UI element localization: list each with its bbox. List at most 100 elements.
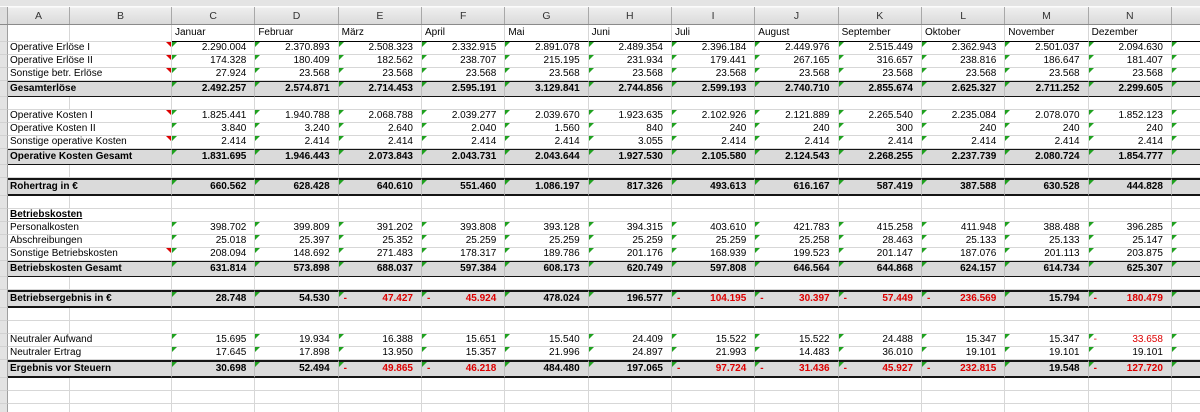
month-header-cell[interactable]: November [1005, 25, 1089, 42]
cell[interactable]: 25.259 [505, 235, 589, 248]
month-header-cell[interactable]: Mai [505, 25, 589, 42]
cell[interactable] [1005, 165, 1089, 178]
cell[interactable]: 393.128 [505, 222, 589, 235]
cell[interactable]: 387.588 [921, 178, 1006, 196]
cell[interactable] [755, 196, 839, 209]
row-header[interactable] [0, 290, 8, 308]
cell[interactable] [588, 321, 672, 334]
cell[interactable]: 30.698 [172, 360, 256, 378]
cell[interactable] [8, 165, 70, 178]
cell[interactable] [838, 165, 922, 178]
cell[interactable]: 2.265.540 [838, 110, 922, 123]
cell[interactable]: 660.562 [172, 178, 256, 196]
row-label-cell[interactable]: Abschreibungen [8, 235, 172, 248]
cell[interactable] [671, 209, 756, 222]
cell[interactable] [1171, 55, 1200, 68]
cell[interactable]: 25.259 [671, 235, 756, 248]
cell[interactable]: 15.347 [1005, 334, 1089, 347]
cell[interactable]: 628.428 [255, 178, 339, 196]
cell[interactable]: 421.783 [755, 222, 839, 235]
cell[interactable]: 2.370.893 [255, 42, 339, 55]
month-header-cell[interactable]: Oktober [921, 25, 1006, 42]
row-header[interactable] [0, 123, 8, 136]
cell[interactable]: 23.568 [421, 68, 506, 81]
cell[interactable]: 300 [838, 123, 922, 136]
column-header-i[interactable]: I [671, 7, 756, 24]
month-header-cell[interactable]: Juni [588, 25, 672, 42]
cell[interactable]: 1.086.197 [505, 178, 589, 196]
cell[interactable] [255, 209, 339, 222]
cell[interactable]: 201.176 [588, 248, 672, 261]
cell[interactable] [671, 321, 756, 334]
row-label-cell[interactable]: Neutraler Ertrag [8, 347, 172, 360]
cell[interactable] [755, 308, 839, 321]
cell[interactable]: 2.235.084 [921, 110, 1006, 123]
cell[interactable] [922, 404, 1006, 412]
column-header-g[interactable]: G [505, 7, 589, 24]
row-header[interactable] [0, 308, 8, 321]
row-header[interactable] [0, 97, 8, 110]
cell[interactable]: 1.946.443 [255, 149, 339, 165]
cell[interactable]: 2.711.252 [1005, 81, 1089, 97]
column-header-c[interactable]: C [172, 7, 256, 24]
column-header-b[interactable]: B [70, 7, 172, 24]
column-header-e[interactable]: E [338, 7, 422, 24]
cell[interactable] [921, 97, 1006, 110]
cell[interactable]: 15.522 [755, 334, 839, 347]
cell[interactable] [8, 404, 70, 412]
cell[interactable] [1171, 165, 1200, 178]
cell[interactable] [921, 321, 1006, 334]
cell[interactable] [421, 277, 506, 290]
cell[interactable] [172, 391, 256, 404]
cell[interactable] [421, 196, 506, 209]
cell[interactable] [8, 277, 70, 290]
row-header[interactable] [0, 261, 8, 277]
cell[interactable]: 484.480 [505, 360, 589, 378]
cell[interactable]: 2.414 [421, 136, 506, 149]
cell[interactable]: 2.508.323 [338, 42, 422, 55]
cell[interactable] [755, 209, 839, 222]
cell[interactable]: 25.133 [1005, 235, 1089, 248]
cell[interactable]: 23.568 [505, 68, 589, 81]
row-label-cell[interactable]: Gesamterlöse [8, 81, 172, 97]
cell[interactable] [70, 277, 172, 290]
row-label-cell[interactable]: Rohertrag in € [8, 178, 172, 196]
cell[interactable]: 2.414 [671, 136, 756, 149]
cell[interactable] [671, 308, 756, 321]
row-header[interactable] [0, 178, 8, 196]
row-header[interactable] [0, 334, 8, 347]
cell[interactable] [838, 391, 922, 404]
cell[interactable]: - 236.569 [921, 290, 1006, 308]
cell[interactable]: 231.934 [588, 55, 672, 68]
cell[interactable]: 2.396.184 [671, 42, 756, 55]
cell[interactable] [421, 209, 506, 222]
cell[interactable]: - 45.924 [421, 290, 506, 308]
cell[interactable] [255, 277, 339, 290]
cell[interactable]: 15.522 [671, 334, 756, 347]
cell[interactable]: 2.043.644 [505, 149, 589, 165]
cell[interactable]: 2.039.277 [421, 110, 506, 123]
cell[interactable] [505, 321, 589, 334]
cell[interactable]: 394.315 [588, 222, 672, 235]
cell[interactable]: 2.640 [338, 123, 422, 136]
cell[interactable]: 238.707 [421, 55, 506, 68]
row-header[interactable] [0, 110, 8, 123]
row-label-cell[interactable]: Sonstige operative Kosten [8, 136, 172, 149]
cell[interactable]: 16.388 [338, 334, 422, 347]
cell[interactable]: 403.610 [671, 222, 756, 235]
cell[interactable] [755, 378, 839, 391]
cell[interactable]: 2.414 [755, 136, 839, 149]
cell[interactable] [671, 378, 756, 391]
cell[interactable] [255, 404, 339, 412]
row-header[interactable] [0, 321, 8, 334]
cell[interactable]: - 30.397 [755, 290, 839, 308]
month-header-cell[interactable]: Februar [255, 25, 339, 42]
column-header-h[interactable]: H [588, 7, 672, 24]
row-label-cell[interactable]: Betriebsergebnis in € [8, 290, 172, 308]
cell[interactable]: 2.073.843 [338, 149, 422, 165]
cell[interactable] [505, 404, 589, 412]
cell[interactable]: 620.749 [588, 261, 672, 277]
cell[interactable] [172, 308, 256, 321]
cell[interactable] [1171, 360, 1200, 378]
cell[interactable] [338, 97, 422, 110]
